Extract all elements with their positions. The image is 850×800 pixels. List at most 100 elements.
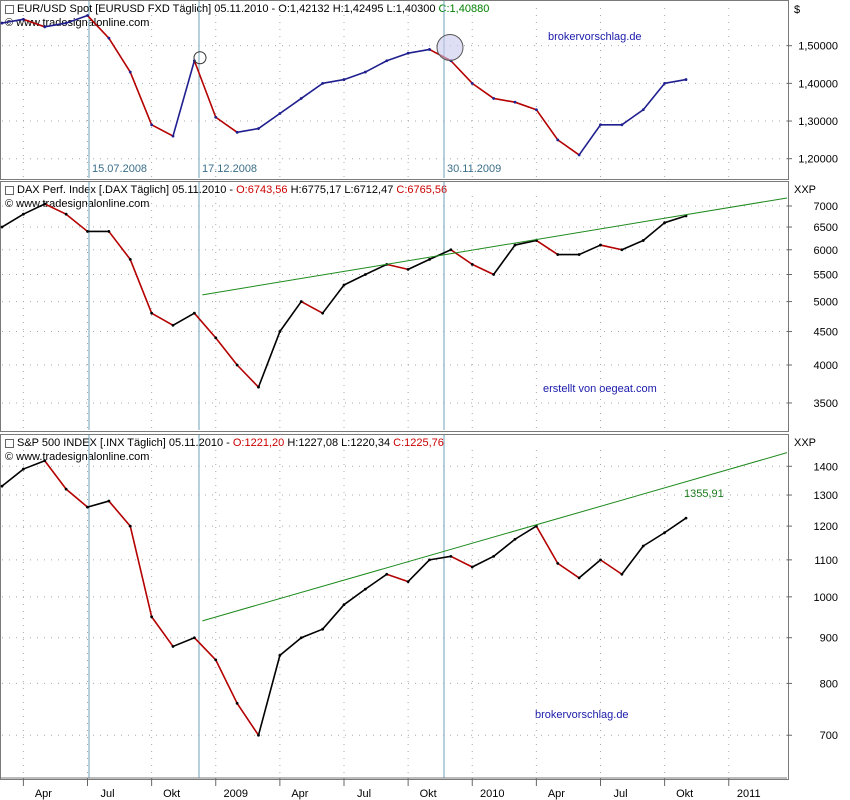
collapse-box-icon[interactable] <box>5 185 14 195</box>
price-point <box>406 580 410 584</box>
sp500-annotation: brokervorschlag.de <box>535 709 629 721</box>
price-point <box>385 572 389 576</box>
sp500-trend-value: 1355,91 <box>684 488 724 500</box>
price-segment <box>65 488 89 508</box>
price-segment <box>600 244 623 251</box>
y-tick-label: 700 <box>820 730 838 742</box>
y-tick-label: 900 <box>820 633 838 645</box>
price-segment <box>343 273 366 286</box>
price-point <box>214 115 218 119</box>
price-segment <box>365 263 388 276</box>
price-point <box>299 97 303 100</box>
price-segment <box>257 655 281 736</box>
price-point <box>599 123 602 127</box>
marker-date-1: 15.07.2008 <box>92 163 148 175</box>
price-segment <box>65 213 89 233</box>
price-point <box>86 505 89 509</box>
price-segment <box>322 78 345 85</box>
price-point <box>428 258 431 261</box>
y-tick-label: 1400 <box>814 461 838 473</box>
dax-low: L:6712,47 <box>344 184 394 196</box>
price-segment <box>172 312 195 326</box>
price-segment <box>450 249 473 266</box>
price-point <box>257 385 260 389</box>
sp500-panel[interactable]: S&P 500 INDEX [.INX Täglich] 05.11.2010 … <box>0 434 789 780</box>
price-segment <box>108 500 131 527</box>
dax-open: O:6743,56 <box>236 184 288 196</box>
collapse-box-icon[interactable] <box>5 4 14 14</box>
price-point <box>64 21 68 25</box>
price-segment <box>300 82 324 100</box>
price-segment <box>44 460 67 490</box>
x-tick-label: Okt <box>420 788 437 800</box>
price-segment <box>493 97 516 103</box>
y-tick-label: 800 <box>820 678 838 690</box>
price-point <box>577 153 581 157</box>
eurusd-panel[interactable]: EUR/USD Spot [EURUSD FXD Täglich] 05.11.… <box>0 0 789 180</box>
price-point <box>0 484 4 488</box>
eurusd-header: EUR/USD Spot [EURUSD FXD Täglich] 05.11.… <box>5 3 489 15</box>
price-point <box>64 212 68 216</box>
price-point <box>684 78 688 81</box>
price-segment <box>343 71 366 81</box>
price-point <box>577 576 581 580</box>
price-segment <box>621 109 644 126</box>
price-segment <box>578 559 602 579</box>
price-segment <box>493 538 516 557</box>
price-point <box>534 108 538 112</box>
price-point <box>492 97 496 100</box>
sp500-unit: XXP <box>794 437 817 449</box>
marker-date-2: 17.12.2008 <box>202 163 258 175</box>
dax-unit: XXP <box>794 184 817 196</box>
price-point <box>128 70 132 74</box>
sp500-low: L:1220,34 <box>341 437 391 449</box>
y-tick-label: 1,50000 <box>798 41 838 53</box>
price-point <box>107 36 111 40</box>
price-point <box>150 123 154 127</box>
sp500-high: H:1227,08 <box>287 437 339 449</box>
price-point <box>235 701 239 705</box>
price-point <box>278 330 282 333</box>
dax-header: DAX Perf. Index [.DAX Täglich] 05.11.201… <box>5 184 447 196</box>
price-point <box>492 273 496 276</box>
dax-panel[interactable]: DAX Perf. Index [.DAX Täglich] 05.11.201… <box>0 181 789 432</box>
collapse-box-icon[interactable] <box>5 438 14 448</box>
eurusd-name: EUR/USD Spot [EURUSD FXD Täglich] <box>17 3 212 15</box>
sp500-header: S&P 500 INDEX [.INX Täglich] 05.11.2010 … <box>5 437 444 449</box>
price-segment <box>471 82 495 100</box>
price-point <box>663 81 667 85</box>
price-segment <box>471 263 494 276</box>
price-segment <box>151 312 174 326</box>
price-segment <box>322 604 345 630</box>
price-segment <box>23 203 46 215</box>
price-segment <box>365 60 388 73</box>
price-point <box>556 253 560 256</box>
price-segment <box>236 127 259 134</box>
price-point <box>556 138 560 142</box>
price-point <box>171 134 175 138</box>
trendline <box>202 197 788 296</box>
price-point <box>342 603 346 607</box>
price-segment <box>386 573 409 583</box>
price-segment <box>279 97 302 115</box>
price-segment <box>450 555 473 568</box>
price-point <box>43 459 47 463</box>
price-point <box>663 531 667 535</box>
price-point <box>663 221 667 225</box>
price-point <box>0 21 4 25</box>
price-segment <box>1 213 24 228</box>
y-tick-label: 5500 <box>814 270 838 282</box>
x-tick-label: Okt <box>163 788 180 800</box>
price-point <box>321 627 325 631</box>
x-tick-label: Jul <box>357 788 371 800</box>
y-tick-label: 4500 <box>814 327 838 339</box>
price-segment <box>492 244 516 275</box>
price-point <box>21 212 25 216</box>
price-point <box>107 499 111 503</box>
price-segment <box>450 60 473 84</box>
price-segment <box>108 37 131 73</box>
y-tick-label: 1000 <box>814 592 838 604</box>
price-point <box>278 112 282 115</box>
x-tick-label: 2010 <box>480 788 504 800</box>
